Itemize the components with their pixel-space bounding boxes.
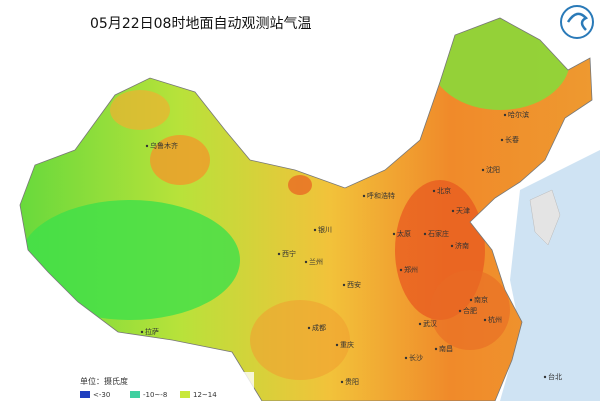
city-label: 西宁: [282, 249, 296, 258]
korea: [529, 189, 561, 246]
sea: [500, 150, 600, 401]
city-label: 贵阳: [345, 377, 359, 386]
legend-label: 12~14: [193, 391, 217, 399]
legend: 单位：摄氏度 <-30 -10~-8 12~14: [74, 372, 254, 401]
city-label: 长沙: [409, 353, 423, 362]
city-dot: [503, 113, 507, 117]
city-label: 哈尔滨: [508, 110, 529, 119]
city-label: 呼和浩特: [367, 191, 395, 200]
city-label: 太原: [397, 229, 411, 238]
city-label: 合肥: [463, 306, 477, 315]
city-label: 天津: [456, 207, 470, 215]
city-dot: [140, 330, 144, 334]
city-dot: [418, 322, 422, 326]
city-label: 武汉: [423, 319, 437, 328]
city-dot: [145, 144, 149, 148]
legend-swatch: [180, 391, 190, 398]
city-label: 石家庄: [428, 229, 449, 238]
city-label: 济南: [455, 241, 469, 250]
city-dot: [340, 380, 344, 384]
city-label: 郑州: [404, 266, 418, 274]
city-dot: [434, 347, 438, 351]
city-dot: [362, 194, 366, 198]
city-dot: [307, 326, 311, 330]
city-label: 北京: [437, 186, 451, 195]
city-label: 长春: [505, 135, 519, 144]
legend-label: <-30: [93, 391, 110, 399]
city-dot: [313, 228, 317, 232]
city-dot: [342, 283, 346, 287]
city-dot: [469, 298, 473, 302]
city-label: 南昌: [439, 344, 453, 353]
city-label: 拉萨: [145, 327, 159, 336]
city-dot: [481, 168, 485, 172]
legend-label: -10~-8: [143, 391, 167, 399]
legend-swatch: [130, 391, 140, 398]
city-label: 沈阳: [486, 165, 500, 174]
city-dot: [483, 318, 487, 322]
legend-unit: 单位：摄氏度: [80, 376, 128, 386]
legend-swatch: [80, 391, 90, 398]
city-dot: [404, 356, 408, 360]
city-dot: [423, 232, 427, 236]
city-dot: [500, 138, 504, 142]
city-dot: [450, 244, 454, 248]
map-title: 05月22日08时地面自动观测站气温: [90, 16, 311, 32]
city-dot: [335, 343, 339, 347]
city-dot: [277, 252, 281, 256]
city-label: 乌鲁木齐: [150, 141, 178, 150]
city-label: 杭州: [488, 315, 502, 324]
logo: [560, 5, 594, 39]
city-dot: [543, 375, 547, 379]
city-label: 重庆: [340, 340, 354, 349]
city-dot: [432, 189, 436, 193]
city-dot: [392, 232, 396, 236]
city-dot: [304, 260, 308, 264]
city-label: 西安: [347, 280, 361, 289]
city-dot: [458, 309, 462, 313]
city-label: 南京: [474, 295, 488, 304]
city-label: 台北: [548, 372, 562, 381]
city-label: 兰州: [309, 257, 323, 266]
city-label: 银川: [318, 225, 332, 234]
city-dot: [399, 268, 403, 272]
city-dot: [451, 209, 455, 213]
city-label: 成都: [312, 323, 326, 332]
